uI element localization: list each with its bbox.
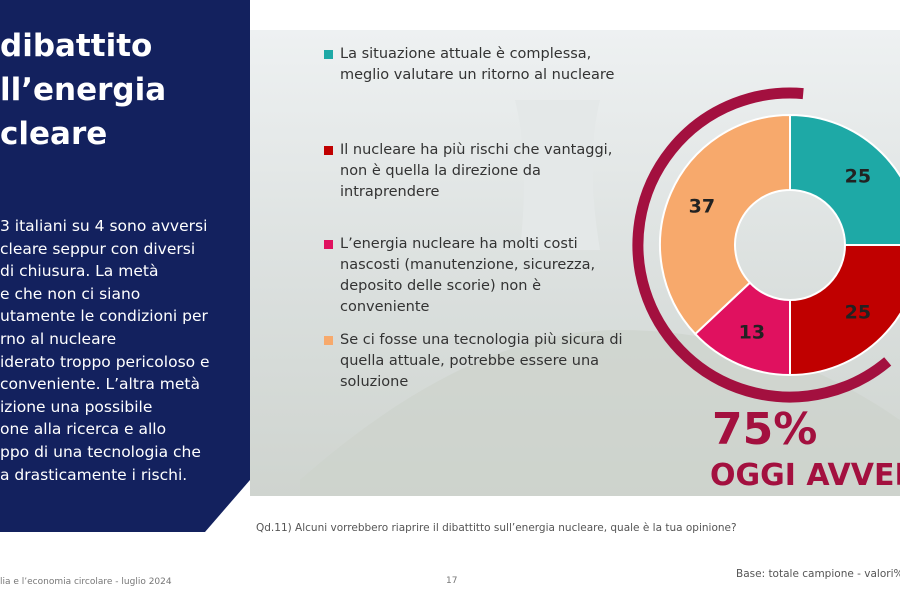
legend-label: Se ci fosse una tecnologia più sicura di… bbox=[340, 332, 623, 390]
slice-label: 25 bbox=[845, 301, 871, 323]
landscape bbox=[300, 330, 900, 496]
body-line: izione una possibile bbox=[0, 397, 153, 416]
legend-item: La situazione attuale è complessa, megli… bbox=[324, 44, 630, 86]
legend-label: L’energia nucleare ha molti costi nascos… bbox=[340, 236, 596, 315]
base-note: Base: totale campione - valori% bbox=[736, 568, 900, 580]
text-panel bbox=[0, 0, 250, 532]
legend-item: Se ci fosse una tecnologia più sicura di… bbox=[324, 330, 630, 393]
body-line: a drasticamente i rischi. bbox=[0, 465, 188, 484]
body-line: conveniente. L’altra metà bbox=[0, 375, 200, 394]
body-line: iderato troppo pericoloso e bbox=[0, 352, 210, 371]
donut-slice bbox=[659, 113, 791, 336]
slice-label: 25 bbox=[845, 166, 871, 188]
source: lia e l’economia circolare - luglio 2024 bbox=[0, 577, 172, 587]
legend-label: Il nucleare ha più rischi che vantaggi, … bbox=[340, 142, 613, 200]
legend-swatch bbox=[324, 336, 333, 345]
body-line: 3 italiani su 4 sono avversi bbox=[0, 217, 208, 235]
slice-label: 13 bbox=[739, 322, 765, 344]
body-line: ppo di una tecnologia che bbox=[0, 443, 201, 461]
legend-swatch bbox=[324, 50, 333, 59]
legend-item: L’energia nucleare ha molti costi nascos… bbox=[324, 234, 630, 318]
body-line: e che non ci siano bbox=[0, 284, 141, 303]
legend-swatch bbox=[324, 146, 333, 155]
title-line: ll’energia bbox=[0, 72, 167, 108]
legend-label: La situazione attuale è complessa, megli… bbox=[340, 46, 615, 83]
cooling-tower bbox=[515, 100, 600, 250]
highlight-figure: 75% bbox=[712, 404, 818, 455]
body-line: rno al nucleare bbox=[0, 330, 117, 348]
slice-label: 37 bbox=[689, 195, 715, 217]
body-line: utamente le condizioni per bbox=[0, 307, 208, 326]
body-line: di chiusura. La metà bbox=[0, 262, 159, 281]
body-line: one alla ricerca e allo bbox=[0, 420, 167, 439]
highlight-caption: OGGI AVVERS bbox=[710, 458, 900, 493]
body-line: cleare seppur con diversi bbox=[0, 239, 196, 258]
donut-slice bbox=[789, 113, 900, 246]
page-number: 17 bbox=[446, 576, 458, 586]
donut-chart: 25 25 13 37 bbox=[659, 113, 900, 377]
title-line: dibattito bbox=[0, 28, 153, 64]
donut-slice bbox=[789, 244, 900, 377]
title-line: cleare bbox=[0, 116, 108, 152]
legend-swatch bbox=[324, 240, 333, 249]
decor-ring bbox=[632, 87, 892, 403]
legend-item: Il nucleare ha più rischi che vantaggi, … bbox=[324, 140, 630, 203]
question: Qd.11) Alcuni vorrebbero riaprire il dib… bbox=[256, 522, 737, 534]
